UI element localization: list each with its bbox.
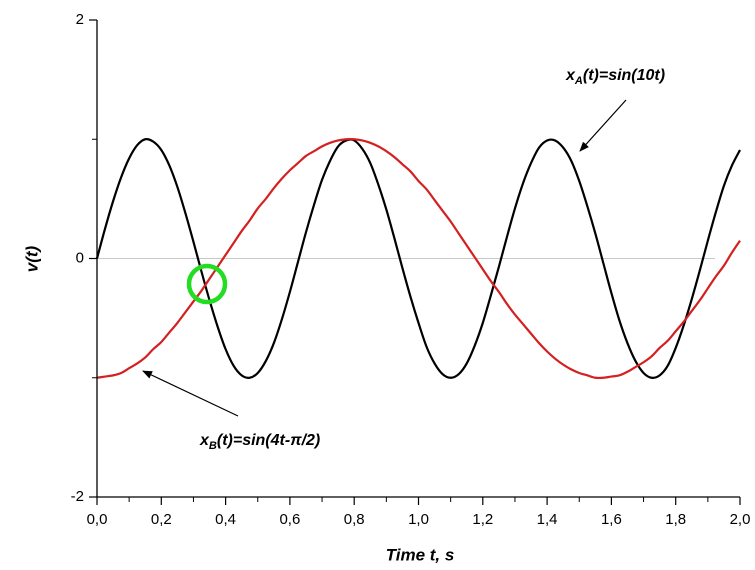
annotation-text: x	[199, 432, 210, 449]
x-tick-label: 0,2	[151, 511, 172, 528]
highlight-circle	[186, 263, 228, 305]
x-tick-label: 1,2	[472, 511, 493, 528]
annotation-text: (t)=sin(4t-π/2)	[217, 432, 320, 449]
series-line	[95, 138, 741, 379]
y-tick-label: 0	[76, 249, 84, 266]
x-tick-label: 0,6	[279, 511, 300, 528]
y-tick-label: -2	[71, 488, 84, 505]
axes: 0,0 0,2 0,4 0,6 0,8 1,0 1,2 1,4 1,6 1,8 2,0 -2 0 2	[71, 11, 751, 528]
series-group	[95, 138, 741, 380]
annotation: xB(t)=sin(4t-π/2)	[199, 432, 320, 452]
x-tick-label: 1,0	[408, 511, 429, 528]
x-tick-label: 2,0	[730, 511, 751, 528]
x-tick-label: 1,8	[665, 511, 686, 528]
x-tick-label: 0,0	[87, 511, 108, 528]
annotation-text: (t)=sin(10t)	[583, 67, 665, 84]
annotation-text: x	[565, 67, 576, 84]
x-axis-title: Time t, s	[386, 545, 455, 564]
annotation-arrow	[579, 99, 627, 152]
series-line	[96, 138, 741, 380]
x-tick-label: 1,6	[601, 511, 622, 528]
annotation-arrow	[142, 370, 239, 417]
annotation-subscript: A	[574, 75, 583, 87]
x-tick-label: 1,4	[537, 511, 558, 528]
y-tick-label: 2	[76, 11, 84, 28]
y-axis-title: v(t)	[22, 245, 41, 272]
x-tick-label: 0,4	[215, 511, 236, 528]
x-tick-label: 0,8	[344, 511, 365, 528]
annotation: xA(t)=sin(10t)	[565, 67, 665, 87]
annotation-subscript: B	[209, 440, 217, 452]
